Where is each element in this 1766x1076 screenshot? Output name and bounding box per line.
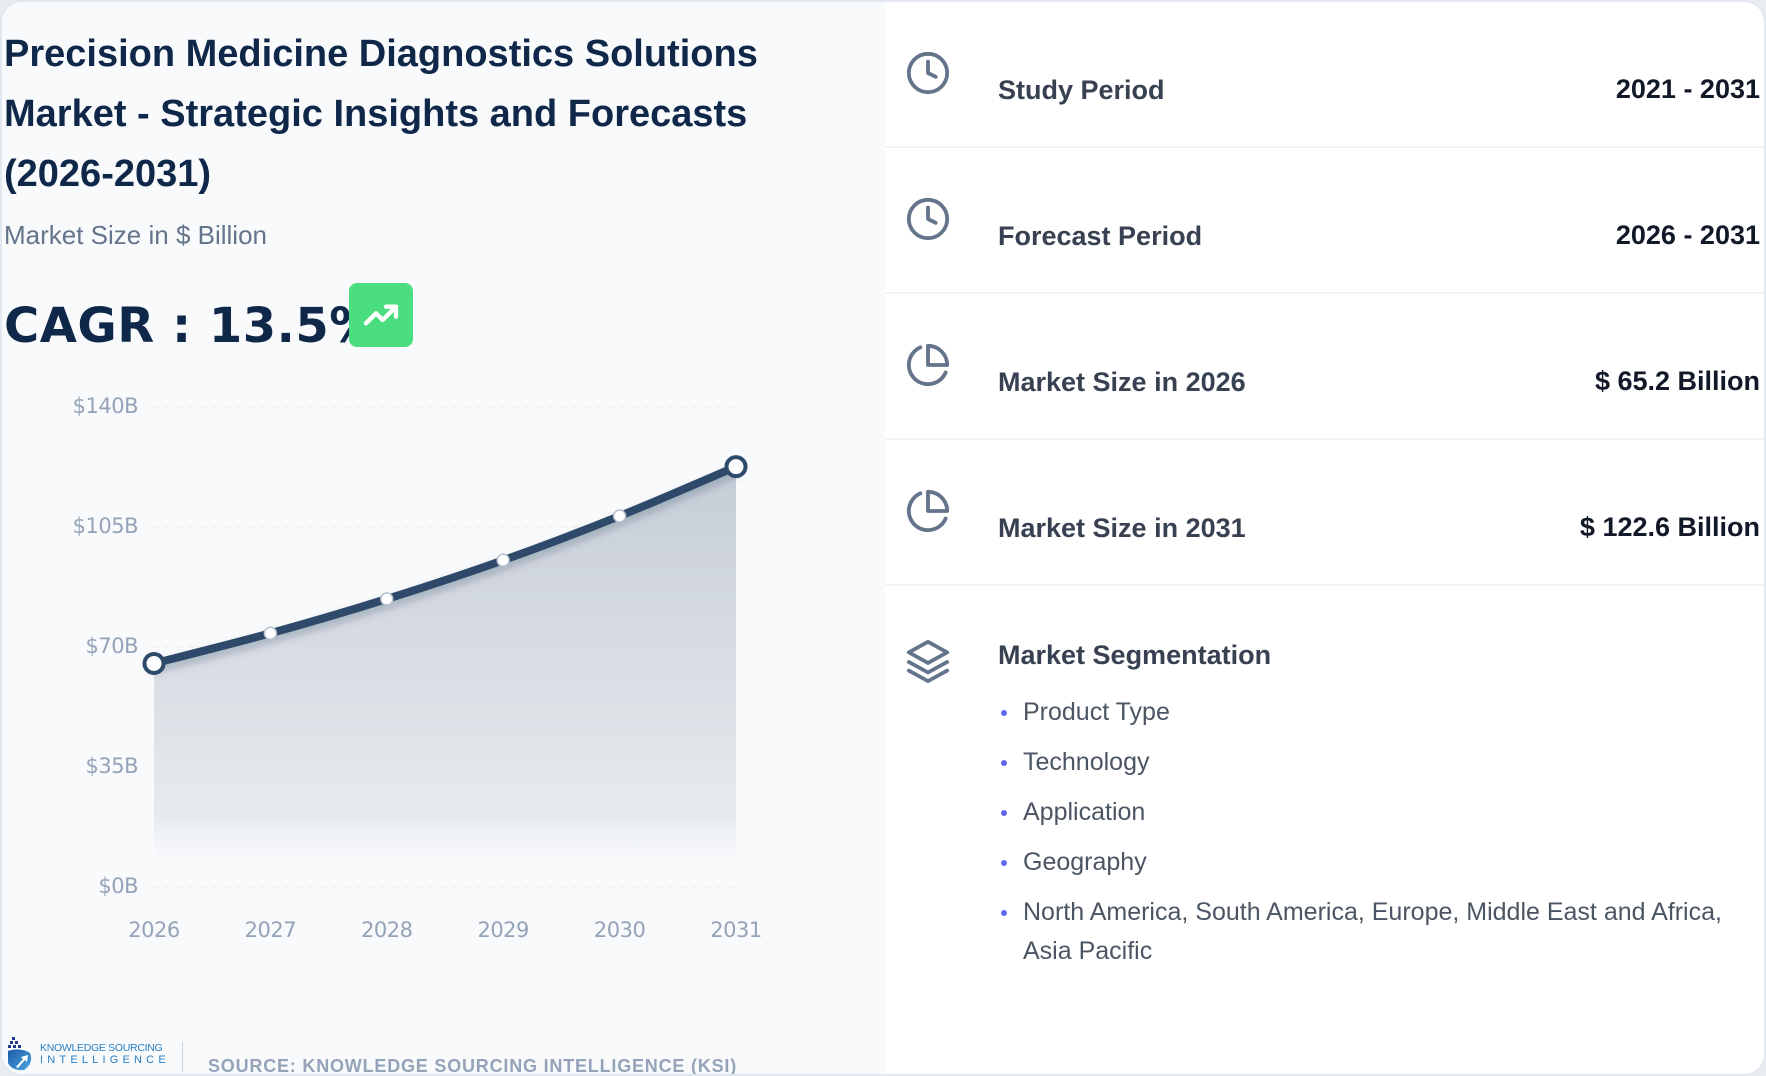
x-axis-label: 2028: [361, 918, 413, 942]
cagr-badge: [349, 283, 413, 347]
ksi-logo: KNOWLEDGE SOURCING INTELLIGENCE: [6, 1037, 170, 1071]
y-axis-label: $35B: [85, 754, 139, 778]
x-axis-label: 2030: [593, 918, 646, 942]
stat-row-market-size-2031: Market Size in 2031 $ 122.6 Billion: [885, 440, 1764, 586]
area-chart: [142, 406, 748, 888]
cagr-value: CAGR : 13.5%: [4, 298, 378, 354]
x-axis-label: 2029: [477, 918, 529, 942]
right-panel: Study Period 2021 - 2031 Forecast Period…: [885, 2, 1764, 1074]
ksi-logo-icon: [8, 1037, 32, 1071]
market-segmentation: Market Segmentation Product Type Technol…: [885, 588, 1764, 1074]
clock-icon: [906, 197, 950, 241]
segmentation-title: Market Segmentation: [998, 640, 1272, 670]
stat-label: Forecast Period: [998, 221, 1203, 251]
x-axis-label: 2027: [244, 918, 297, 942]
data-point[interactable]: [263, 626, 278, 641]
page-title: Precision Medicine Diagnostics Solutions…: [4, 33, 758, 195]
data-point[interactable]: [612, 509, 627, 523]
market-size-chart: $140B $105B $70B $35B $0B 2026 2027 2028 2029 20…: [2, 382, 885, 962]
data-point[interactable]: [724, 455, 748, 479]
segment-item: Application: [998, 793, 1758, 832]
pie-chart-icon: [906, 343, 950, 387]
stat-value: $ 122.6 Billion: [1579, 512, 1760, 542]
stat-value: 2021 - 2031: [1615, 74, 1760, 104]
area-fill: [154, 466, 736, 877]
pie-chart-icon: [906, 489, 950, 533]
stat-value: 2026 - 2031: [1615, 220, 1760, 250]
source-text: SOURCE: KNOWLEDGE SOURCING INTELLIGENCE …: [208, 1056, 738, 1076]
clock-icon: [906, 51, 950, 95]
logo-line-2: INTELLIGENCE: [40, 1054, 170, 1066]
stat-value: $ 65.2 Billion: [1594, 366, 1760, 396]
data-point[interactable]: [142, 651, 166, 675]
x-axis-label: 2026: [128, 918, 180, 942]
stat-label: Market Size in 2031: [998, 513, 1246, 543]
stat-row-market-size-2026: Market Size in 2026 $ 65.2 Billion: [885, 294, 1764, 440]
segment-item: Geography: [998, 843, 1758, 882]
stat-label: Study Period: [998, 75, 1165, 105]
segment-item: Product Type: [998, 693, 1758, 732]
stat-row-study-period: Study Period 2021 - 2031: [885, 2, 1764, 148]
data-point[interactable]: [380, 592, 394, 606]
left-panel: Precision Medicine Diagnostics Solutions…: [2, 2, 885, 1076]
y-axis-label: $0B: [98, 874, 138, 898]
segmentation-list: Product Type Technology Application Geog…: [998, 693, 1758, 982]
segment-item: Technology: [998, 743, 1758, 782]
logo-line-1: KNOWLEDGE SOURCING: [40, 1042, 163, 1054]
footer-divider: [182, 1042, 183, 1072]
page-subtitle: Market Size in $ Billion: [4, 220, 267, 250]
segment-item: North America, South America, Europe, Mi…: [998, 893, 1758, 971]
trending-up-icon: [363, 304, 399, 326]
layers-icon: [906, 639, 950, 684]
y-axis-label: $105B: [72, 514, 139, 538]
data-point[interactable]: [496, 553, 510, 568]
stat-label: Market Size in 2026: [998, 367, 1246, 397]
y-axis-label: $140B: [72, 394, 139, 418]
stat-row-forecast-period: Forecast Period 2026 - 2031: [885, 148, 1764, 294]
x-axis-label: 2031: [710, 918, 762, 942]
y-axis-label: $70B: [85, 634, 139, 658]
